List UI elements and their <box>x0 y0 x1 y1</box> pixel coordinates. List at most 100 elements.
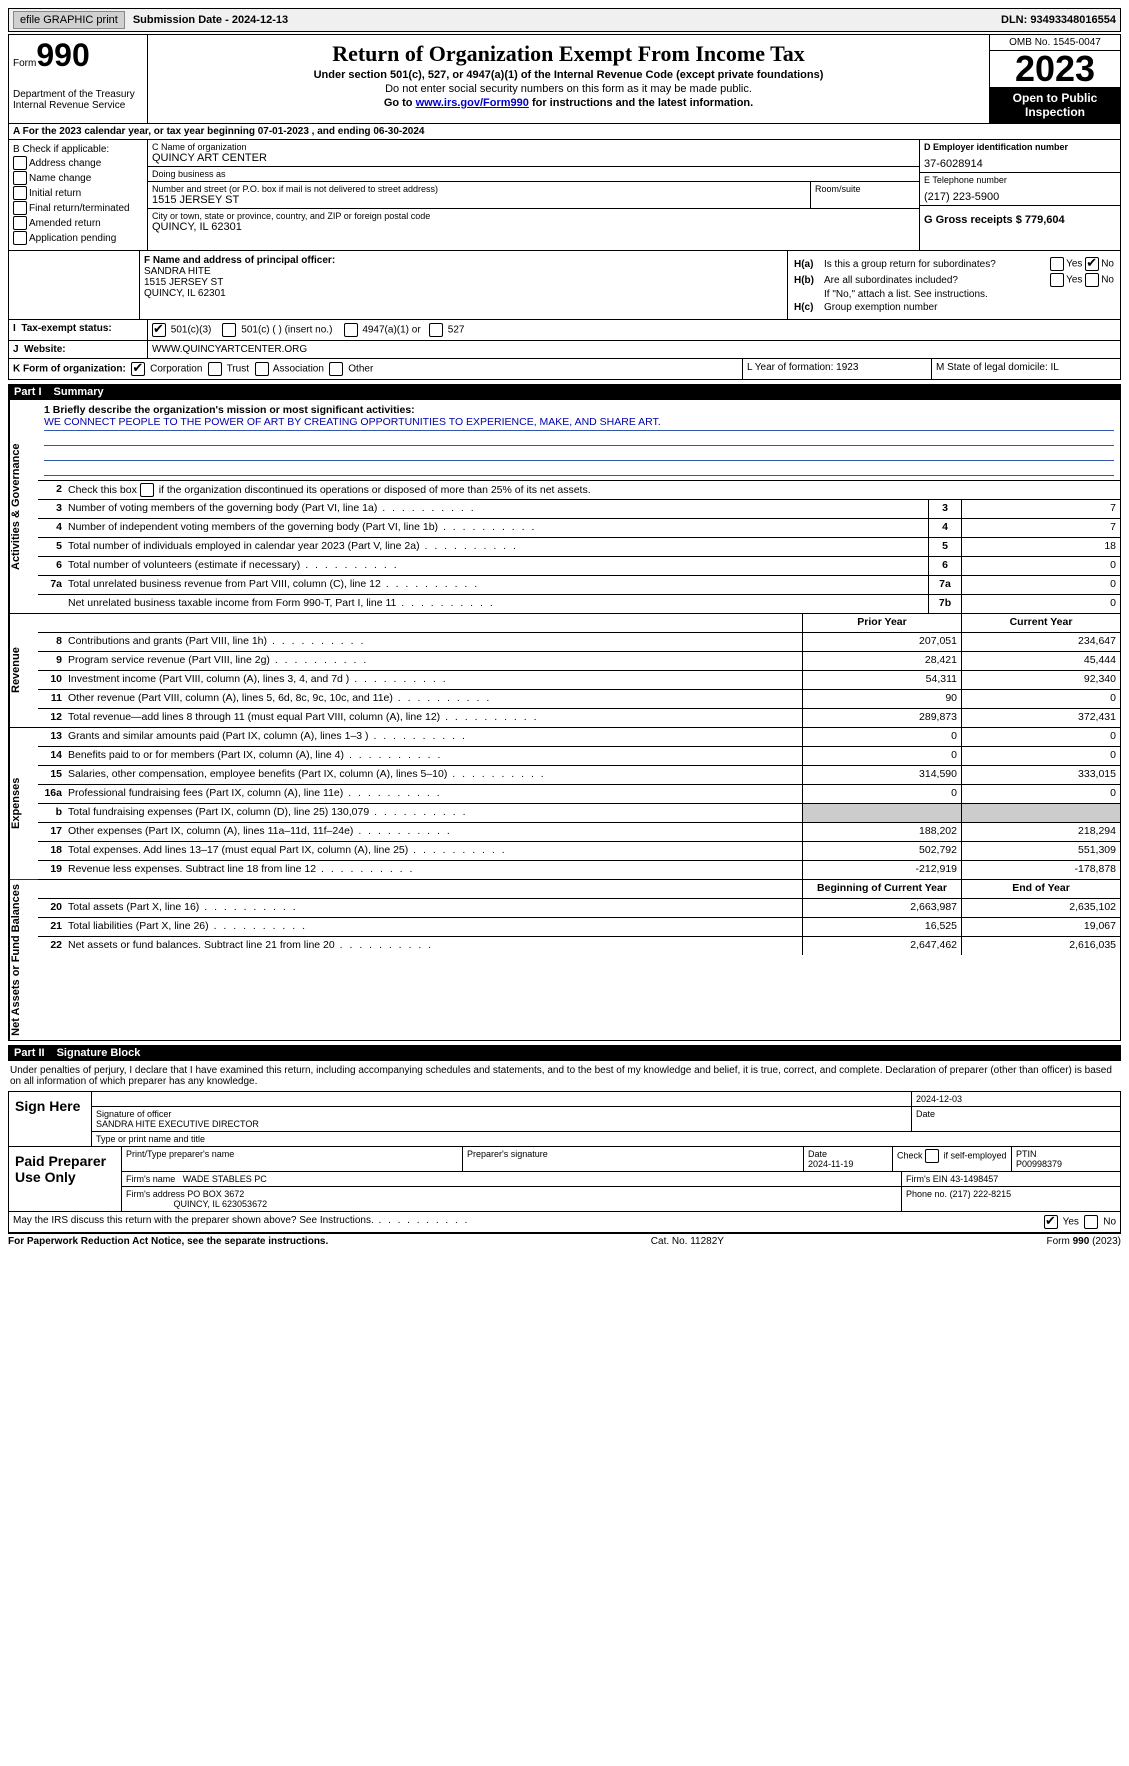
cb-501c[interactable] <box>222 323 236 337</box>
cb-amended[interactable]: Amended return <box>13 216 143 230</box>
discuss-yes[interactable] <box>1044 1215 1058 1229</box>
form-number: 990 <box>36 37 89 73</box>
end-year-hdr: End of Year <box>961 880 1120 898</box>
mission-blank1 <box>44 431 1114 446</box>
hb-yes[interactable] <box>1050 273 1064 287</box>
firm-addr-label: Firm's address <box>126 1189 185 1199</box>
box-c: C Name of organization QUINCY ART CENTER… <box>148 140 919 250</box>
cb-assoc[interactable] <box>255 362 269 376</box>
hb-line: H(b)Are all subordinates included? Yes N… <box>794 273 1114 287</box>
discuss-row: May the IRS discuss this return with the… <box>8 1212 1121 1233</box>
form-prefix: Form <box>13 58 36 69</box>
cb-address-change[interactable]: Address change <box>13 156 143 170</box>
box-b-label: B Check if applicable: <box>13 144 143 155</box>
box-f-label: F Name and address of principal officer: <box>144 255 783 266</box>
cb-app-pending[interactable]: Application pending <box>13 231 143 245</box>
state-domicile: M State of legal domicile: IL <box>931 359 1120 379</box>
tax-year: 2023 <box>990 51 1120 87</box>
rev-tab: Revenue <box>9 614 38 727</box>
ha-no[interactable] <box>1085 257 1099 271</box>
prep-date-label: Date <box>808 1149 827 1159</box>
part2-title: Signature Block <box>57 1047 141 1059</box>
exp-section: Expenses 13Grants and similar amounts pa… <box>8 728 1121 880</box>
org-name-cell: C Name of organization QUINCY ART CENTER <box>148 140 919 167</box>
sig-row-3: Type or print name and title <box>92 1132 1120 1146</box>
sig-declaration: Under penalties of perjury, I declare th… <box>8 1061 1121 1091</box>
org-name-label: C Name of organization <box>152 142 915 152</box>
exp-line-19: 19Revenue less expenses. Subtract line 1… <box>38 861 1120 879</box>
mission-text: WE CONNECT PEOPLE TO THE POWER OF ART BY… <box>44 416 1114 431</box>
discuss-text: May the IRS discuss this return with the… <box>13 1215 1044 1229</box>
mission-label: 1 Briefly describe the organization's mi… <box>44 404 1114 416</box>
cb-trust[interactable] <box>208 362 222 376</box>
begin-year-hdr: Beginning of Current Year <box>802 880 961 898</box>
part1-header: Part I Summary <box>8 384 1121 400</box>
cb-initial-return[interactable]: Initial return <box>13 186 143 200</box>
box-f: F Name and address of principal officer:… <box>140 251 788 319</box>
gov-line-6: 6Total number of volunteers (estimate if… <box>38 557 1120 576</box>
gov-line-7a: 7aTotal unrelated business revenue from … <box>38 576 1120 595</box>
na-line-21: 21Total liabilities (Part X, line 26)16,… <box>38 918 1120 937</box>
part1-num: Part I <box>14 386 42 398</box>
na-tab: Net Assets or Fund Balances <box>9 880 38 1040</box>
efile-print-button[interactable]: efile GRAPHIC print <box>13 11 125 29</box>
cb-discontinued[interactable] <box>140 483 154 497</box>
ha-text: Is this a group return for subordinates? <box>824 259 1050 270</box>
sig-officer-label: Signature of officer <box>96 1109 907 1119</box>
sig-row-1: 2024-12-03 <box>92 1092 1120 1107</box>
discuss-no[interactable] <box>1084 1215 1098 1229</box>
sig-date-label: Date <box>912 1107 1120 1131</box>
cb-501c3[interactable] <box>152 323 166 337</box>
box-d: D Employer identification number 37-6028… <box>919 140 1120 250</box>
prep-name-label: Print/Type preparer's name <box>122 1147 463 1171</box>
preparer-block: Paid Preparer Use Only Print/Type prepar… <box>8 1147 1121 1212</box>
website-label: Website: <box>24 344 66 355</box>
cb-self-employed[interactable] <box>925 1149 939 1163</box>
exp-line-16a: 16aProfessional fundraising fees (Part I… <box>38 785 1120 804</box>
exp-line-17: 17Other expenses (Part IX, column (A), l… <box>38 823 1120 842</box>
room-label: Room/suite <box>815 184 915 194</box>
mission-block: 1 Briefly describe the organization's mi… <box>38 400 1120 481</box>
cb-final-return[interactable]: Final return/terminated <box>13 201 143 215</box>
ha-line: H(a)Is this a group return for subordina… <box>794 257 1114 271</box>
sub3-post: for instructions and the latest informat… <box>529 97 753 109</box>
exp-line-14: 14Benefits paid to or for members (Part … <box>38 747 1120 766</box>
gross-cell: G Gross receipts $ 779,604 <box>920 206 1120 228</box>
cb-527[interactable] <box>429 323 443 337</box>
cb-corp[interactable] <box>131 362 145 376</box>
form-header: Form990 Department of the Treasury Inter… <box>8 34 1121 124</box>
dln: DLN: 93493348016554 <box>1001 14 1116 26</box>
rev-line-11: 11Other revenue (Part VIII, column (A), … <box>38 690 1120 709</box>
firm-ein-label: Firm's EIN <box>906 1174 948 1184</box>
dept-label: Department of the Treasury Internal Reve… <box>13 89 143 111</box>
city-cell: City or town, state or province, country… <box>148 209 919 235</box>
city-value: QUINCY, IL 62301 <box>152 221 915 233</box>
sign-here-label: Sign Here <box>9 1092 92 1146</box>
officer-name: SANDRA HITE <box>144 266 783 277</box>
gov-line-7b: Net unrelated business taxable income fr… <box>38 595 1120 613</box>
exp-line-13: 13Grants and similar amounts paid (Part … <box>38 728 1120 747</box>
prior-year-hdr: Prior Year <box>802 614 961 632</box>
info-grid: B Check if applicable: Address change Na… <box>8 140 1121 251</box>
part2-header: Part II Signature Block <box>8 1045 1121 1061</box>
cb-other[interactable] <box>329 362 343 376</box>
na-line-22: 22Net assets or fund balances. Subtract … <box>38 937 1120 955</box>
website-row: J Website: WWW.QUINCYARTCENTER.ORG <box>8 341 1121 359</box>
sig-officer: SANDRA HITE EXECUTIVE DIRECTOR <box>96 1119 907 1129</box>
cb-4947[interactable] <box>344 323 358 337</box>
dba-cell: Doing business as <box>148 167 919 182</box>
hb-no[interactable] <box>1085 273 1099 287</box>
firm-phone-label: Phone no. <box>906 1189 947 1199</box>
irs-link[interactable]: www.irs.gov/Form990 <box>416 97 529 109</box>
firm-addr2: QUINCY, IL 623053672 <box>174 1199 268 1209</box>
ha-yes[interactable] <box>1050 257 1064 271</box>
prep-sig-label: Preparer's signature <box>463 1147 804 1171</box>
cb-name-change[interactable]: Name change <box>13 171 143 185</box>
prep-date: 2024-11-19 <box>808 1159 853 1169</box>
tax-exempt-row: I Tax-exempt status: 501(c)(3) 501(c) ( … <box>8 320 1121 341</box>
exp-tab: Expenses <box>9 728 38 879</box>
header-sub2: Do not enter social security numbers on … <box>152 83 985 95</box>
exp-line-b: bTotal fundraising expenses (Part IX, co… <box>38 804 1120 823</box>
prep-row-2: Firm's name WADE STABLES PC Firm's EIN 4… <box>122 1172 1120 1187</box>
phone-value: (217) 223-5900 <box>924 191 1116 203</box>
